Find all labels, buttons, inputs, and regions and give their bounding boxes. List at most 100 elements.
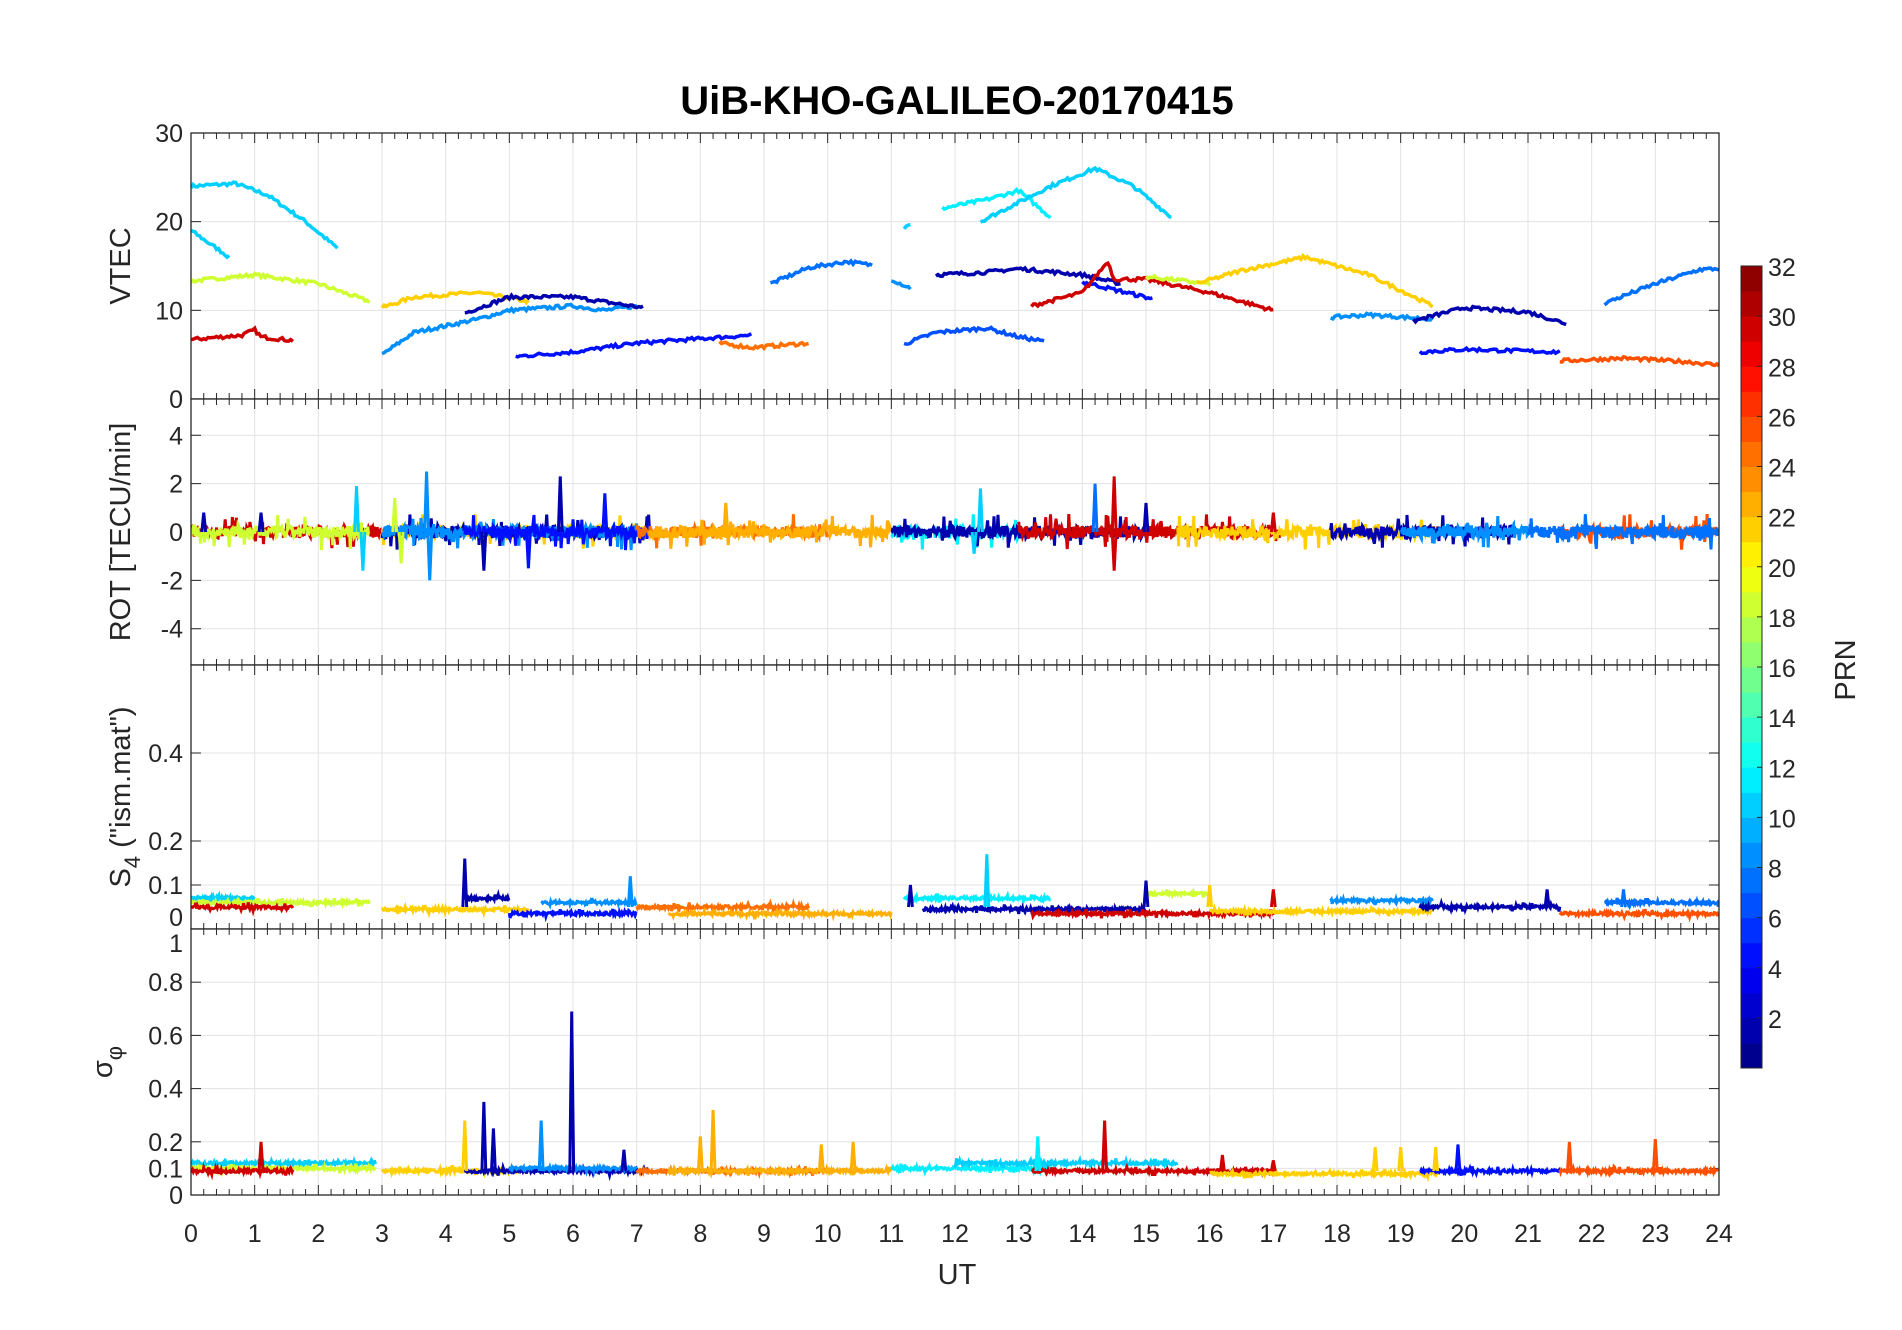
colorbar-tick-label: 2 bbox=[1768, 1006, 1782, 1034]
s4-spike-prn-30 bbox=[1269, 889, 1277, 908]
sigma-phi-spike-prn-2 bbox=[620, 1149, 628, 1172]
series-group bbox=[191, 1011, 1719, 1183]
rot-spike-prn-5 bbox=[601, 493, 609, 533]
colorbar-swatch-prn-17 bbox=[1741, 641, 1762, 668]
series-group bbox=[191, 165, 1719, 368]
colorbar-tick-label: 24 bbox=[1768, 455, 1796, 483]
vtec-arc-prn-30 bbox=[191, 325, 295, 343]
colorbar-swatch-prn-9 bbox=[1741, 842, 1762, 868]
x-tick-label: 6 bbox=[566, 1220, 580, 1248]
x-tick-label: 10 bbox=[814, 1220, 842, 1248]
sigma-phi-spike-prn-9 bbox=[537, 1120, 545, 1172]
y-label-text: VTEC bbox=[105, 227, 137, 304]
colorbar-swatch-prn-29 bbox=[1741, 341, 1762, 367]
sigma-phi-series-prn-23 bbox=[667, 1163, 893, 1179]
sigma-phi-spike-prn-22 bbox=[1432, 1147, 1440, 1172]
vtec-arc-prn-8 bbox=[769, 258, 873, 285]
vtec-arc-prn-19 bbox=[191, 271, 371, 304]
s4-series-prn-12 bbox=[902, 890, 1052, 908]
vtec-arc-prn-9 bbox=[890, 279, 912, 291]
x-tick-label: 24 bbox=[1705, 1220, 1733, 1248]
s4-spike-prn-9 bbox=[626, 876, 634, 908]
s4-series-prn-2 bbox=[463, 888, 511, 905]
x-tick-label: 17 bbox=[1259, 1220, 1287, 1248]
y-label-text: S bbox=[105, 868, 137, 887]
x-tick-label: 19 bbox=[1387, 1220, 1415, 1248]
x-tick-label: 1 bbox=[248, 1220, 262, 1248]
colorbar-tick-label: 16 bbox=[1768, 655, 1796, 683]
sigma-phi-series-prn-11 bbox=[953, 1154, 1179, 1170]
rot-spike-prn-11 bbox=[359, 531, 367, 571]
rot-series-prn-8 bbox=[1526, 514, 1719, 550]
x-tick-label: 15 bbox=[1132, 1220, 1160, 1248]
rot-spike-prn-11 bbox=[977, 488, 984, 533]
rot-spike-prn-8 bbox=[1091, 483, 1099, 533]
s4-spike-prn-8 bbox=[1620, 889, 1627, 908]
sigma-phi-spike-prn-22 bbox=[461, 1120, 469, 1172]
colorbar-swatch-prn-5 bbox=[1741, 942, 1762, 969]
colorbar-tick-label: 8 bbox=[1768, 856, 1782, 884]
x-tick-label: 4 bbox=[439, 1220, 453, 1248]
colorbar-swatch-prn-23 bbox=[1741, 491, 1762, 518]
x-tick-label: 16 bbox=[1196, 1220, 1224, 1248]
s4-series-prn-5 bbox=[507, 906, 638, 923]
y-tick-label: 0 bbox=[169, 386, 183, 414]
sigma-phi-series-prn-12 bbox=[890, 1161, 1051, 1177]
series-group bbox=[191, 471, 1719, 581]
colorbar-swatch-prn-4 bbox=[1741, 967, 1762, 994]
s4-series-prn-19 bbox=[191, 896, 371, 912]
x-tick-label: 7 bbox=[630, 1220, 644, 1248]
x-tick-label: 12 bbox=[941, 1220, 969, 1248]
vtec-arc-prn-5 bbox=[1418, 345, 1561, 356]
s4-series-prn-30 bbox=[191, 900, 295, 917]
rot-spike-prn-2 bbox=[1142, 502, 1150, 533]
colorbar-tick-label: 14 bbox=[1768, 705, 1796, 733]
x-tick-label: 20 bbox=[1450, 1220, 1478, 1248]
rot-series-prn-19 bbox=[191, 514, 370, 551]
x-tick-label: 22 bbox=[1578, 1220, 1606, 1248]
x-tick-label: 0 bbox=[184, 1220, 198, 1248]
sigma-phi-spike-prn-23 bbox=[849, 1141, 857, 1172]
colorbar-swatch-prn-18 bbox=[1741, 616, 1762, 643]
colorbar-swatch-prn-13 bbox=[1741, 742, 1762, 768]
vtec-arc-prn-11 bbox=[191, 180, 339, 250]
x-tick-label: 13 bbox=[1005, 1220, 1033, 1248]
vtec-arc-prn-2 bbox=[464, 292, 644, 315]
colorbar-tick-label: 28 bbox=[1768, 354, 1796, 382]
chart-title: UiB-KHO-GALILEO-20170415 bbox=[680, 79, 1233, 123]
rot-spike-prn-19 bbox=[391, 498, 399, 533]
panel-rot: -4 -2 0 2 4 ROT [TECU/min] bbox=[105, 398, 1720, 666]
sigma-phi-spike-prn-30 bbox=[1269, 1160, 1277, 1172]
vtec-arc-prn-11 bbox=[902, 222, 911, 230]
y-tick-label: 0.1 bbox=[148, 872, 183, 900]
colorbar-tick-label: 30 bbox=[1768, 304, 1796, 332]
colorbar-tick-label: 4 bbox=[1768, 956, 1782, 984]
sigma-phi-spike-prn-26 bbox=[1651, 1139, 1659, 1172]
rot-spike-prn-2 bbox=[200, 512, 208, 533]
s4-series-prn-19 bbox=[1144, 887, 1212, 903]
panel-vtec: 0 10 20 30 VTEC bbox=[105, 120, 1720, 414]
sigma-phi-spike-prn-30 bbox=[1219, 1154, 1226, 1172]
s4-series-prn-2 bbox=[1418, 897, 1562, 916]
vtec-arc-prn-26 bbox=[1559, 354, 1719, 368]
rot-spike-prn-5 bbox=[525, 531, 532, 569]
sigma-phi-spike-prn-23 bbox=[817, 1144, 825, 1172]
colorbar-swatch-prn-6 bbox=[1741, 917, 1762, 944]
s4-spike-prn-2 bbox=[907, 884, 914, 908]
axes-box bbox=[190, 928, 1720, 1196]
x-tick-label: 9 bbox=[757, 1220, 771, 1248]
colorbar-swatch-prn-32 bbox=[1741, 266, 1762, 292]
rot-spike-prn-23 bbox=[722, 502, 730, 533]
colorbar-swatch-prn-10 bbox=[1741, 817, 1762, 843]
y-tick-label: 0.4 bbox=[148, 740, 183, 768]
y-tick-label: 0.1 bbox=[148, 1155, 183, 1183]
y-tick-label: 30 bbox=[155, 120, 183, 148]
rot-series-prn-5 bbox=[463, 514, 651, 551]
y-tick-label: -2 bbox=[161, 567, 183, 595]
colorbar-swatch-prn-26 bbox=[1741, 416, 1762, 442]
sigma-phi-spike-prn-22 bbox=[1371, 1147, 1379, 1172]
colorbar-tick-label: 26 bbox=[1768, 404, 1796, 432]
vtec-arc-prn-25 bbox=[718, 340, 810, 352]
colorbar-swatch-prn-1 bbox=[1741, 1042, 1762, 1069]
s4-series-prn-9 bbox=[1329, 893, 1434, 908]
